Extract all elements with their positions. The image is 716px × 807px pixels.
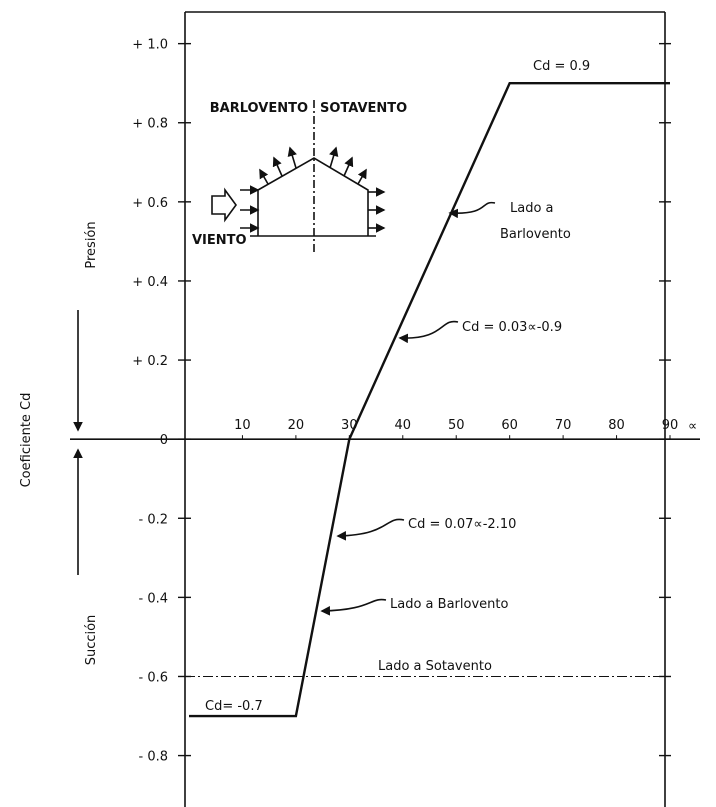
x-label: ∝	[688, 419, 697, 434]
annotation: Lado a Sotavento	[378, 659, 492, 674]
inset-diagram: BARLOVENTO SOTAVENTO VIENTO	[192, 100, 407, 255]
y-tick-label: + 0.2	[132, 354, 168, 369]
annotation: Lado a	[510, 201, 554, 216]
annotation: Cd = 0.9	[533, 59, 590, 74]
y-tick-label: + 0.4	[132, 275, 168, 290]
y-label-top: Presión	[84, 221, 99, 268]
annotation: Cd= -0.7	[205, 699, 263, 714]
y-tick-label: - 0.2	[139, 512, 169, 527]
x-tick-label: 50	[448, 418, 465, 433]
annotation: Cd = 0.03∝-0.9	[462, 320, 562, 335]
data-line	[189, 83, 670, 716]
annotation: Barlovento	[500, 227, 571, 242]
y-tick-label: + 1.0	[132, 38, 168, 53]
y-tick-label: + 0.6	[132, 196, 168, 211]
x-tick-label: 20	[288, 418, 305, 433]
y-tick-label: - 0.4	[139, 591, 169, 606]
annotation: Lado a Barlovento	[390, 597, 508, 612]
y-tick-label: - 0.6	[139, 670, 169, 685]
inset-label: VIENTO	[192, 233, 247, 248]
annotation: Cd = 0.07∝-2.10	[408, 517, 516, 532]
y-tick-label: + 0.8	[132, 117, 168, 132]
x-tick-label: 90	[662, 418, 679, 433]
y-tick-label: 0	[160, 433, 168, 448]
x-tick-label: 80	[608, 418, 625, 433]
x-tick-label: 40	[395, 418, 412, 433]
x-tick-label: 10	[234, 418, 251, 433]
chart: Presión Coeficiente Cd Succión ∝ BARLOVE…	[0, 0, 716, 807]
inset-label: SOTAVENTO	[320, 101, 407, 116]
leaders	[322, 203, 495, 611]
inset-label: BARLOVENTO	[210, 101, 308, 116]
y-tick-label: - 0.8	[139, 750, 169, 765]
x-tick-label: 60	[501, 418, 518, 433]
y-label: Coeficiente Cd	[19, 393, 34, 488]
y-label-bottom: Succión	[84, 615, 99, 666]
x-tick-label: 70	[555, 418, 572, 433]
